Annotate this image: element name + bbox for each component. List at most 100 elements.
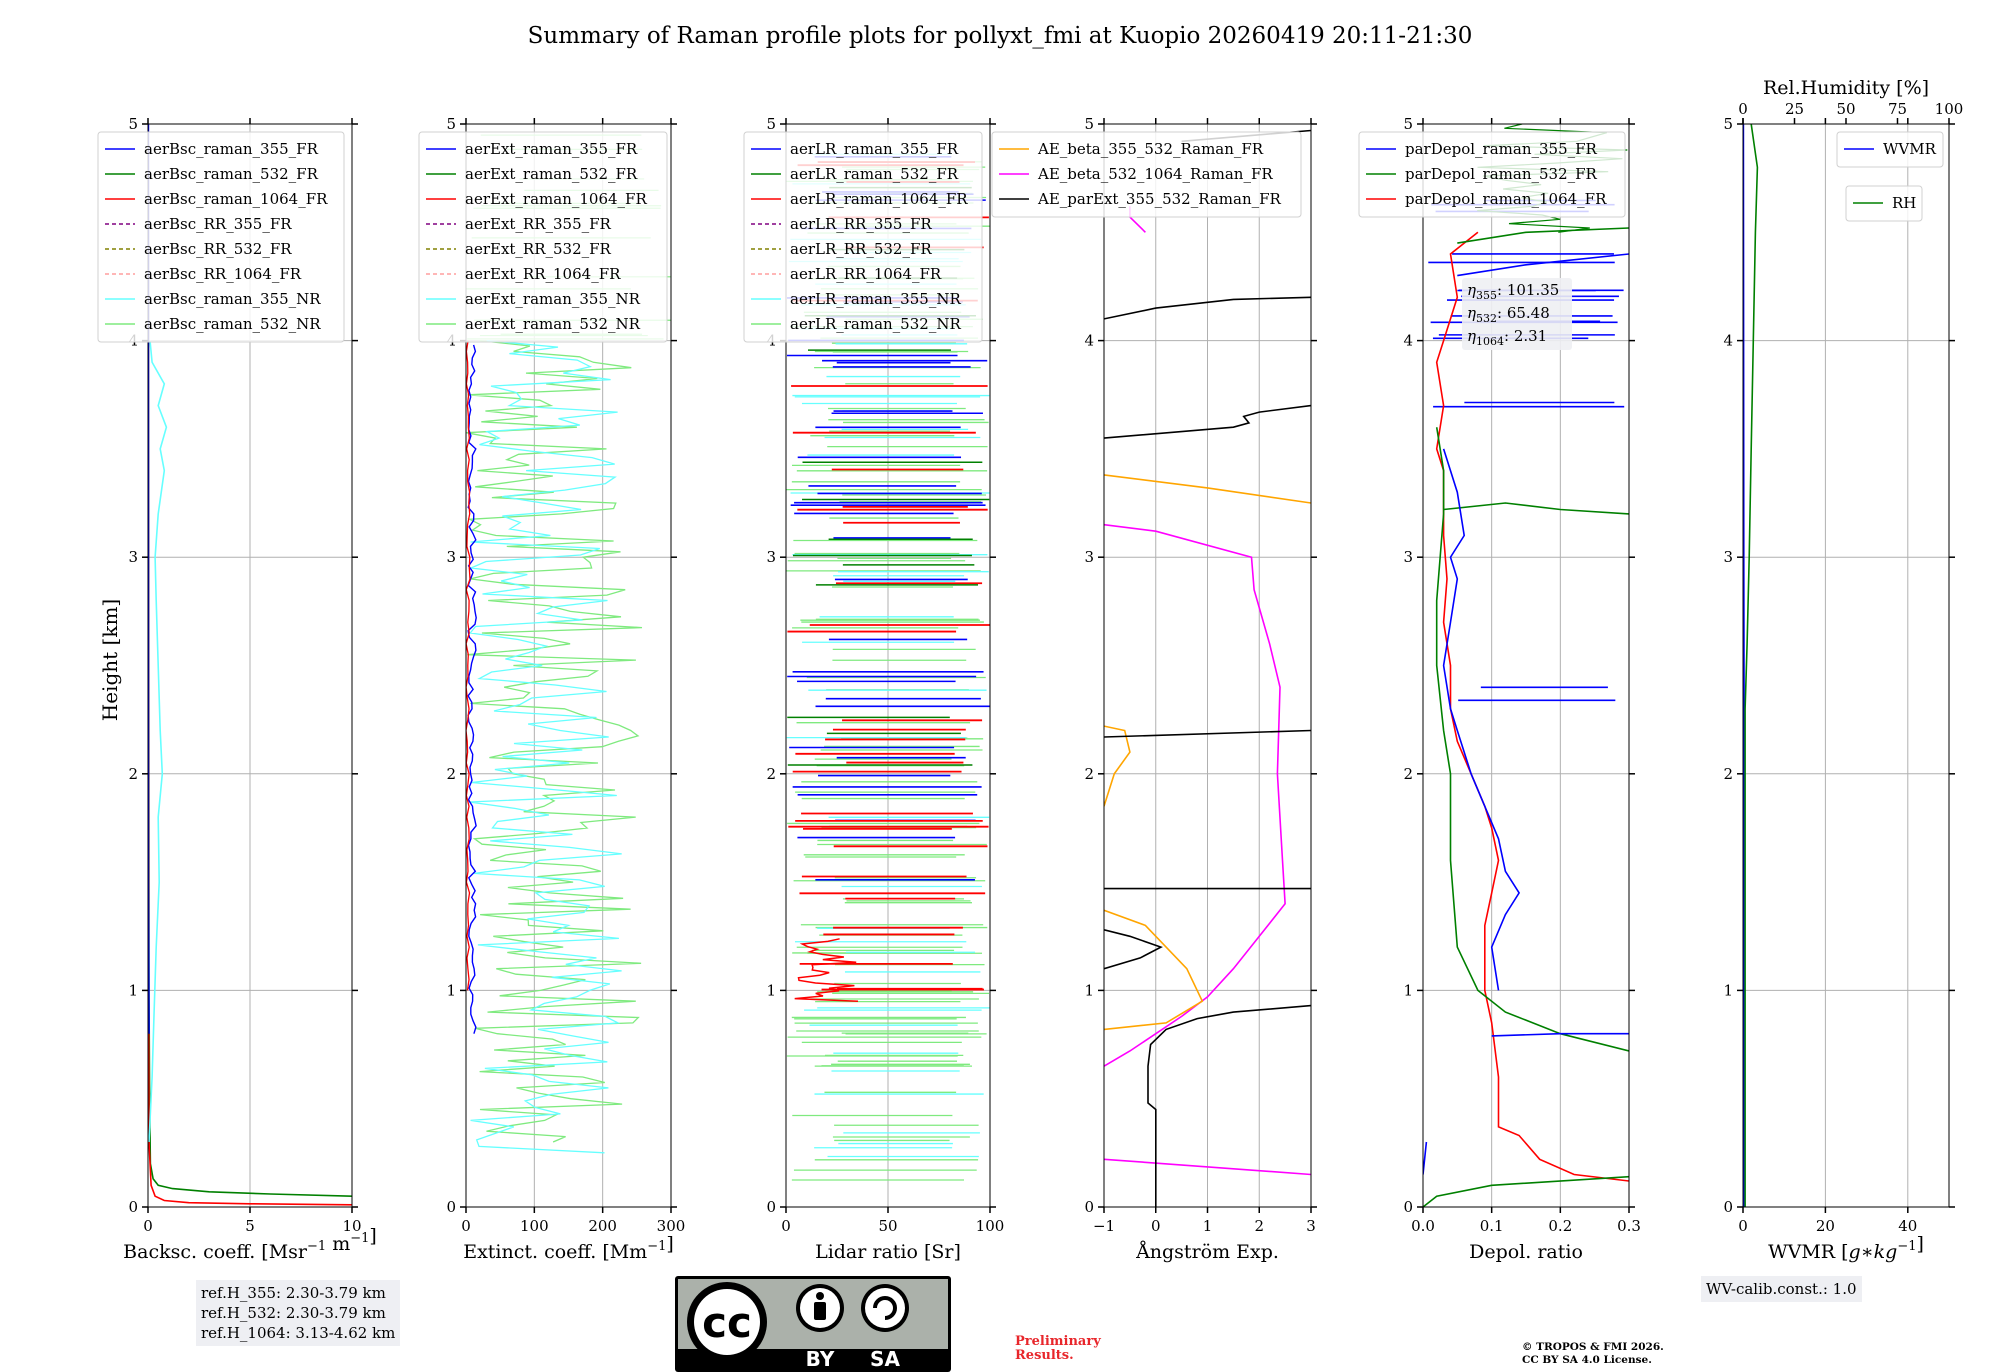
y-tick-label: 0 xyxy=(128,1198,138,1216)
y-tick-label: 4 xyxy=(1723,332,1733,350)
eta-1064: η1064: 2.31 xyxy=(1467,327,1547,348)
y-tick-label: 2 xyxy=(446,765,456,783)
preliminary-line-1: Preliminary xyxy=(1015,1334,1101,1349)
series-AE_parExt_355_532_Raman_FR xyxy=(1104,404,1311,439)
y-axis-label: Height [km] xyxy=(98,599,122,721)
series-AE_parExt_355_532_Raman_FR xyxy=(1104,929,1163,970)
top-x-tick-label: 75 xyxy=(1888,100,1907,118)
legend-label: aerExt_RR_532_FR xyxy=(465,240,612,258)
legend-label: aerLR_raman_1064_FR xyxy=(790,190,968,208)
y-tick-label: 1 xyxy=(1084,981,1094,999)
series-aerLR_raman_1064_FR xyxy=(794,938,859,1002)
legend-label: aerLR_RR_355_FR xyxy=(790,215,932,233)
series-AE_beta_355_532_Raman_FR xyxy=(1104,909,1204,1031)
x-tick-label: 100 xyxy=(976,1217,1005,1235)
legend-label: aerLR_raman_355_NR xyxy=(790,290,961,308)
legend-label: parDepol_raman_1064_FR xyxy=(1405,190,1607,208)
sa-label: SA xyxy=(870,1347,900,1371)
plot-area-wv xyxy=(1743,124,1759,1207)
series-parDepol_raman_355_FR xyxy=(1423,1141,1428,1175)
series-aerExt_raman_532_NR xyxy=(466,339,643,1143)
y-tick-label: 0 xyxy=(1084,1198,1094,1216)
legend-label: aerLR_raman_532_NR xyxy=(790,315,961,333)
panel-depol: 0 1 2 3 4 5 0.0 0.1 0.2 0.3 Depol. ratio parDepol_r… xyxy=(1358,115,1641,1263)
legend-wvmr: WVMR xyxy=(1836,131,1944,168)
y-tick-label: 5 xyxy=(766,115,776,133)
preliminary-notice: Preliminary Results. xyxy=(1015,1335,1101,1363)
y-tick-label: 1 xyxy=(1723,981,1733,999)
legend-bsc-box xyxy=(97,131,345,343)
y-tick-label: 0 xyxy=(446,1198,456,1216)
legend-label: aerExt_raman_532_NR xyxy=(465,315,641,333)
y-tick-label: 3 xyxy=(1403,548,1413,566)
legend-label: RH xyxy=(1892,194,1916,212)
legend-label: AE_beta_355_532_Raman_FR xyxy=(1037,140,1264,158)
y-tick-label: 1 xyxy=(1403,981,1413,999)
x-axis-label-wv: WVMR [g∗kg−1] xyxy=(1768,1233,1924,1263)
y-tick-label: 0 xyxy=(1723,1198,1733,1216)
legend-label: parDepol_raman_355_FR xyxy=(1405,140,1598,158)
legend-label: aerExt_raman_1064_FR xyxy=(465,190,647,208)
legend-label: aerExt_RR_1064_FR xyxy=(465,265,621,283)
series-parDepol_raman_1064_FR xyxy=(1435,231,1629,1182)
y-tick-label: 3 xyxy=(766,548,776,566)
sa-icon xyxy=(865,1288,905,1328)
y-tick-label: 2 xyxy=(766,765,776,783)
x-tick-label: 20 xyxy=(1816,1217,1835,1235)
wv-calib-const: WV-calib.const.: 1.0 xyxy=(1706,1280,1857,1298)
series-aerExt_raman_355_NR xyxy=(468,339,622,1154)
legend-label: aerLR_raman_355_FR xyxy=(790,140,959,158)
x-tick-label: 200 xyxy=(588,1217,617,1235)
series-AE_beta_532_1064_Raman_FR xyxy=(1104,1158,1311,1176)
y-tick-label: 5 xyxy=(1403,115,1413,133)
x-tick-label: 5 xyxy=(245,1217,255,1235)
legend-ext: aerExt_raman_355_FR aerExt_raman_532_FRae… xyxy=(418,131,668,343)
legend-label: aerExt_raman_355_NR xyxy=(465,290,641,308)
legend-label: aerBsc_raman_1064_FR xyxy=(144,190,328,208)
axes-frame xyxy=(1742,123,1950,1208)
legend-label: aerLR_RR_1064_FR xyxy=(790,265,942,283)
series-aerBsc_raman_355_NR xyxy=(148,340,168,1143)
x-tick-label: 0 xyxy=(143,1217,153,1235)
series-AE_parExt_355_532_Raman_FR xyxy=(1104,296,1311,320)
legend-label: AE_beta_532_1064_Raman_FR xyxy=(1037,165,1273,183)
series-parDepol_raman_532_FR xyxy=(1423,1175,1629,1207)
cc-logo-text: cc xyxy=(702,1298,752,1347)
y-tick-label: 5 xyxy=(1723,115,1733,133)
legend-label: aerBsc_RR_532_FR xyxy=(144,240,292,258)
preliminary-line-2: Results. xyxy=(1015,1348,1074,1363)
x-tick-label: 0.3 xyxy=(1617,1217,1641,1235)
series-parDepol_raman_355_FR xyxy=(1442,448,1521,991)
legend-label: aerBsc_raman_355_NR xyxy=(144,290,321,308)
cc-circle xyxy=(694,1289,760,1355)
series-aerExt_raman_1064_FR xyxy=(466,340,471,991)
legend-lr: aerLR_raman_355_FR aerLR_raman_532_FR aerL… xyxy=(743,131,983,343)
x-tick-label: 1 xyxy=(1203,1217,1213,1235)
eta-box xyxy=(1462,278,1572,350)
legend-label: aerBsc_RR_1064_FR xyxy=(144,265,302,283)
x-tick-label: 50 xyxy=(878,1217,897,1235)
eta-532: η532: 65.48 xyxy=(1467,304,1550,325)
series-WVMR xyxy=(1743,124,1745,1207)
wv-calibration-box: WV-calib.const.: 1.0 xyxy=(1701,1276,1862,1302)
legend-ext-box xyxy=(418,131,668,343)
copyright-notice: © TROPOS & FMI 2026. CC BY SA 4.0 Licens… xyxy=(1522,1341,1664,1367)
series-AE_parExt_355_532_Raman_FR xyxy=(1104,729,1311,738)
by-head xyxy=(816,1292,824,1300)
ref-height-1064: ref.H_1064: 3.13-4.62 km xyxy=(201,1324,396,1342)
reference-heights-box: ref.H_355: 2.30-3.79 km ref.H_532: 2.30-… xyxy=(196,1280,401,1346)
copyright-line-1: © TROPOS & FMI 2026. xyxy=(1522,1341,1664,1353)
y-tick-label: 1 xyxy=(128,981,138,999)
legend-label: aerBsc_raman_532_FR xyxy=(144,165,319,183)
legend-label: aerBsc_raman_532_NR xyxy=(144,315,321,333)
y-tick-label: 2 xyxy=(1723,765,1733,783)
legend-label: aerLR_raman_532_FR xyxy=(790,165,959,183)
by-label: BY xyxy=(806,1347,835,1371)
x-tick-label: 0.0 xyxy=(1411,1217,1435,1235)
legend-label: aerBsc_raman_355_FR xyxy=(144,140,319,158)
legend-label: aerExt_RR_355_FR xyxy=(465,215,612,233)
x-tick-label: 40 xyxy=(1898,1217,1917,1235)
